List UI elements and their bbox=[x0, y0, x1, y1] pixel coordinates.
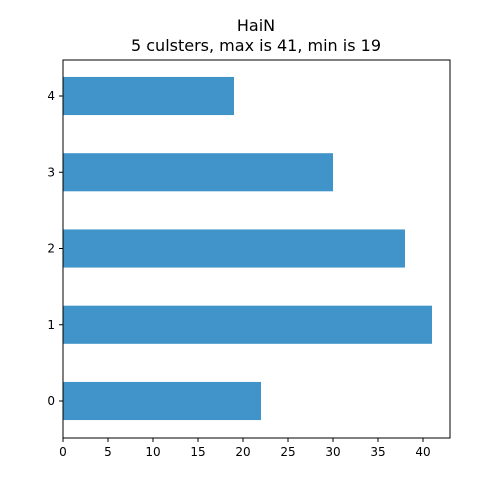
x-tick-label: 40 bbox=[415, 445, 430, 459]
bar-4 bbox=[63, 77, 234, 115]
y-tick-label: 3 bbox=[47, 165, 55, 179]
x-tick-label: 20 bbox=[235, 445, 250, 459]
chart-title: HaiN bbox=[237, 16, 275, 35]
y-tick-label: 4 bbox=[47, 89, 55, 103]
bars-layer bbox=[63, 77, 432, 420]
x-tick-label: 35 bbox=[370, 445, 385, 459]
x-tick-label: 30 bbox=[325, 445, 340, 459]
x-tick-label: 25 bbox=[280, 445, 295, 459]
y-tick-label: 2 bbox=[47, 242, 55, 256]
chart-subtitle: 5 culsters, max is 41, min is 19 bbox=[131, 36, 381, 55]
bar-2 bbox=[63, 229, 405, 267]
x-tick-label: 0 bbox=[59, 445, 67, 459]
bar-3 bbox=[63, 153, 333, 191]
y-tick-label: 1 bbox=[47, 318, 55, 332]
x-tick-label: 15 bbox=[190, 445, 205, 459]
bar-1 bbox=[63, 306, 432, 344]
y-tick-label: 0 bbox=[47, 394, 55, 408]
bar-0 bbox=[63, 382, 261, 420]
x-tick-label: 10 bbox=[145, 445, 160, 459]
x-axis: 0 5 10 15 20 25 30 35 40 bbox=[59, 438, 430, 459]
y-axis: 0 1 2 3 4 bbox=[47, 89, 63, 408]
x-tick-label: 5 bbox=[104, 445, 112, 459]
